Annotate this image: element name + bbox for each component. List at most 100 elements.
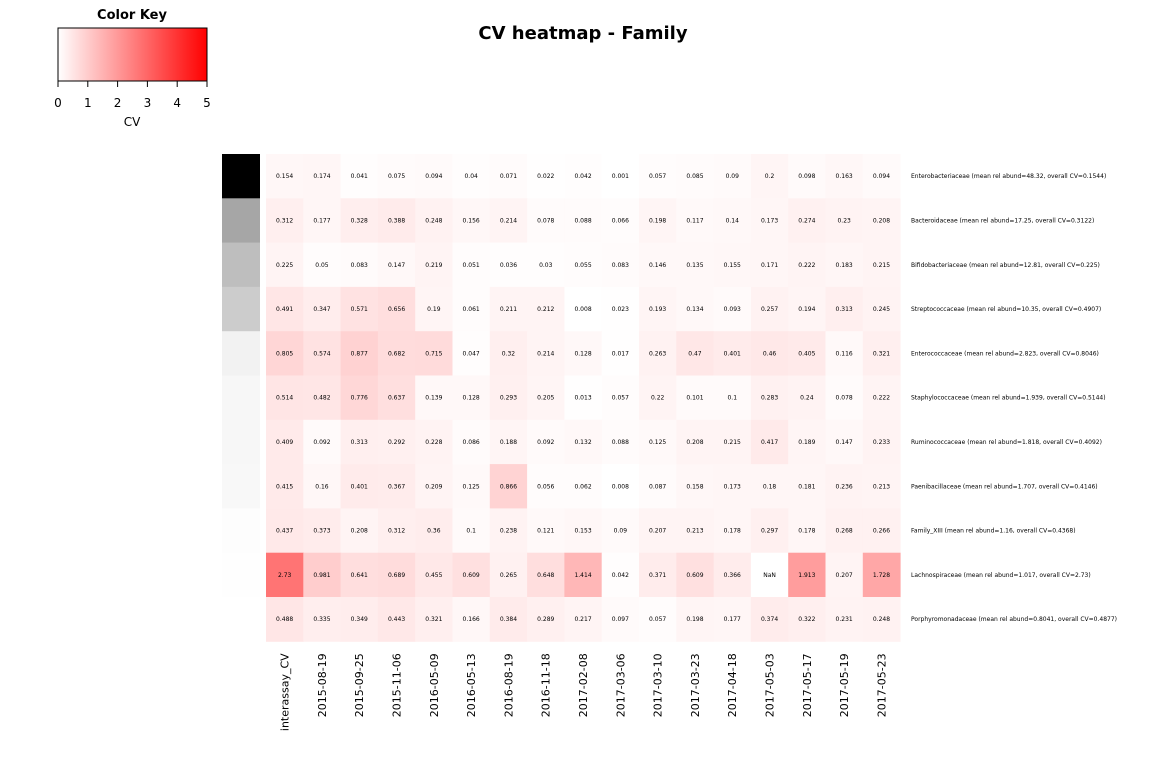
heatmap-cell-label: 1.414 [574,572,591,579]
color-key-tick-label: 4 [173,96,181,110]
heatmap-cell [788,198,826,244]
heatmap-cell [639,419,677,465]
heatmap-cell-label: 0.46 [763,350,777,357]
heatmap-cell-label: 0.217 [574,616,591,623]
column-label: 2017-04-18 [726,653,739,717]
heatmap-cell [862,419,901,465]
heatmap-cell [601,375,640,421]
heatmap-cell [564,464,603,509]
heatmap-cell-label: 0.086 [463,439,480,446]
heatmap-cell-label: 0.409 [276,439,293,446]
heatmap-cell [377,242,416,288]
heatmap-cell-label: 0.225 [276,262,293,269]
heatmap-cell [564,154,603,199]
heatmap-cell [452,552,491,598]
heatmap-cell-label: 0.198 [649,217,666,224]
heatmap-cell [750,597,789,642]
heatmap-cell-label: 0.366 [724,572,741,579]
heatmap-cell [452,508,491,554]
heatmap-cell [452,597,491,642]
heatmap-cell-label: 0.121 [537,528,554,535]
heatmap-cell [713,464,752,509]
heatmap-cell-label: 0.213 [873,483,890,490]
heatmap-cell-label: 0.071 [500,173,517,180]
column-label: 2017-03-10 [652,653,665,717]
heatmap-cell [266,154,304,199]
heatmap-cell-label: 0.682 [388,350,405,357]
heatmap-cell [601,331,640,376]
heatmap-cell-label: 0.349 [351,616,368,623]
heatmap-cell-label: 0.289 [537,616,554,623]
column-label: 2017-05-17 [801,653,814,717]
heatmap-cell-label: 0.193 [649,306,666,313]
heatmap-cell-label: 0.371 [649,572,666,579]
heatmap-cell-label: 0.088 [574,217,591,224]
heatmap-cell [489,375,528,421]
heatmap-cell-label: 0.207 [649,528,666,535]
heatmap-cell-label: 0.236 [836,483,853,490]
heatmap-cell [825,464,864,509]
heatmap-cell [415,242,453,288]
heatmap-cell [639,286,677,332]
heatmap-cell [788,242,826,288]
heatmap-cell [788,552,826,598]
heatmap-cell [266,375,304,421]
heatmap-cell-label: 0.268 [836,528,853,535]
heatmap-cell [713,331,752,376]
heatmap-cell-label: 0.208 [351,528,368,535]
heatmap-cell [340,242,379,288]
heatmap-cell-label: 0.147 [836,439,853,446]
heatmap-cell-label: 0.293 [500,395,517,402]
heatmap-cell [713,419,752,465]
heatmap-cell [452,154,491,199]
column-label: 2016-05-13 [465,653,478,717]
heatmap-cell-label: 0.183 [836,262,853,269]
heatmap-cell [489,419,528,465]
heatmap-cell-label: 0.057 [649,173,666,180]
heatmap-cell [639,242,677,288]
heatmap-cell-label: 0.2 [765,173,775,180]
heatmap-cell-label: 0.656 [388,306,405,313]
heatmap-cell-label: 0.087 [649,483,666,490]
row-side-colors [222,154,260,642]
heatmap-cell-label: 0.042 [574,173,591,180]
heatmap-cell [750,242,789,288]
row-label: Enterobacteriaceae (mean rel abund=48.32… [911,173,1106,180]
heatmap-cell-label: 0.211 [500,306,517,313]
heatmap-cell-label: 1.728 [873,572,890,579]
heatmap-cell-label: 0.057 [612,395,629,402]
heatmap-cell-label: 0.194 [798,306,815,313]
heatmap-cell-label: 0.373 [313,528,330,535]
heatmap-cell-label: 0.125 [649,439,666,446]
heatmap-cell-label: 0.181 [798,483,815,490]
heatmap-cell [527,597,565,642]
heatmap-cell [452,375,491,421]
heatmap-cell-label: 0.312 [276,217,293,224]
heatmap-cell [676,154,715,199]
heatmap-cell [862,375,901,421]
heatmap-cell [676,331,715,376]
heatmap-cell-label: 0.139 [425,395,442,402]
heatmap-cell [713,375,752,421]
heatmap-cell-label: 0.981 [313,572,330,579]
heatmap-cell-label: 0.178 [798,528,815,535]
heatmap-cell-label: 0.209 [425,483,442,490]
row-label: Porphyromonadaceae (mean rel abund=0.804… [911,616,1117,623]
heatmap-cell [266,198,304,244]
row-label: Staphylococcaceae (mean rel abund=1.939,… [911,395,1106,402]
heatmap-cell [601,419,640,465]
heatmap-cell-label: 0.156 [463,217,480,224]
heatmap-cell-label: 0.609 [463,572,480,579]
heatmap-cell-label: 0.008 [574,306,591,313]
heatmap-cell [415,552,453,598]
heatmap-cell-label: 0.213 [686,528,703,535]
heatmap-cell-label: 0.248 [425,217,442,224]
heatmap-cell-label: 0.266 [873,528,890,535]
heatmap-cell [303,242,342,288]
heatmap-cell [639,154,677,199]
heatmap-cell-label: 0.19 [427,306,441,313]
heatmap-cell-label: 0.001 [612,173,629,180]
heatmap-cell-label: 0.405 [798,350,815,357]
heatmap-cell [601,552,640,598]
heatmap-cell [713,154,752,199]
